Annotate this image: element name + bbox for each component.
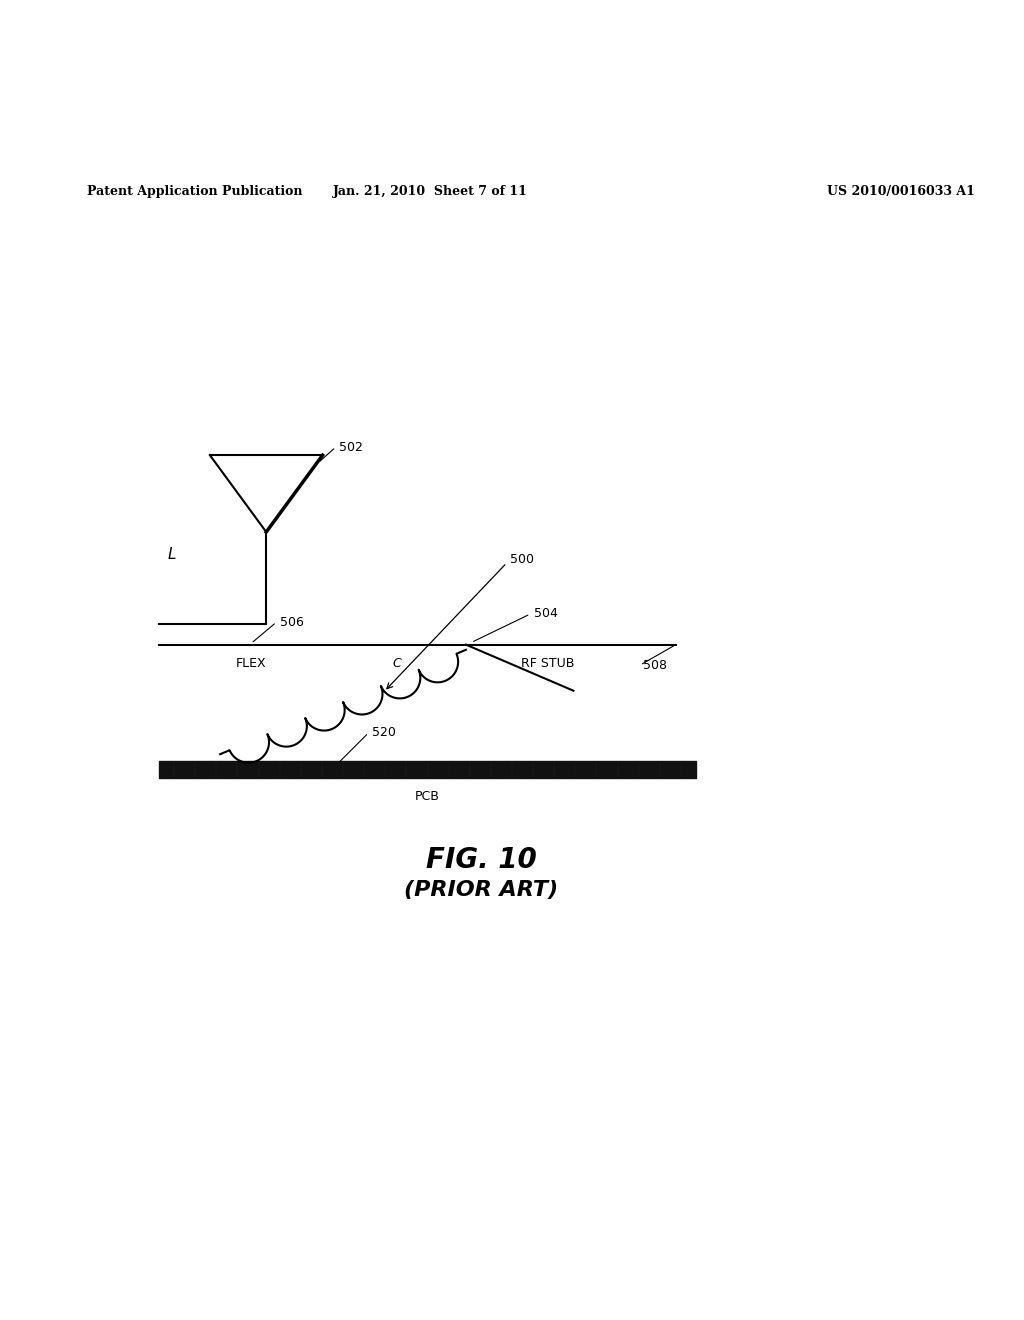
Text: Patent Application Publication: Patent Application Publication (87, 185, 302, 198)
Text: 506: 506 (280, 615, 303, 628)
Text: C: C (393, 657, 401, 671)
Text: (PRIOR ART): (PRIOR ART) (404, 880, 558, 900)
Text: RF STUB: RF STUB (521, 657, 574, 671)
Text: 504: 504 (534, 607, 557, 620)
Text: US 2010/0016033 A1: US 2010/0016033 A1 (827, 185, 975, 198)
Text: L: L (168, 546, 176, 562)
Text: 520: 520 (372, 726, 395, 739)
Text: PCB: PCB (415, 791, 440, 803)
Text: 502: 502 (339, 441, 362, 454)
Text: Jan. 21, 2010  Sheet 7 of 11: Jan. 21, 2010 Sheet 7 of 11 (333, 185, 527, 198)
Text: 508: 508 (643, 659, 667, 672)
Text: 500: 500 (510, 553, 534, 566)
Text: FLEX: FLEX (236, 657, 266, 671)
Text: FIG. 10: FIG. 10 (426, 846, 537, 874)
